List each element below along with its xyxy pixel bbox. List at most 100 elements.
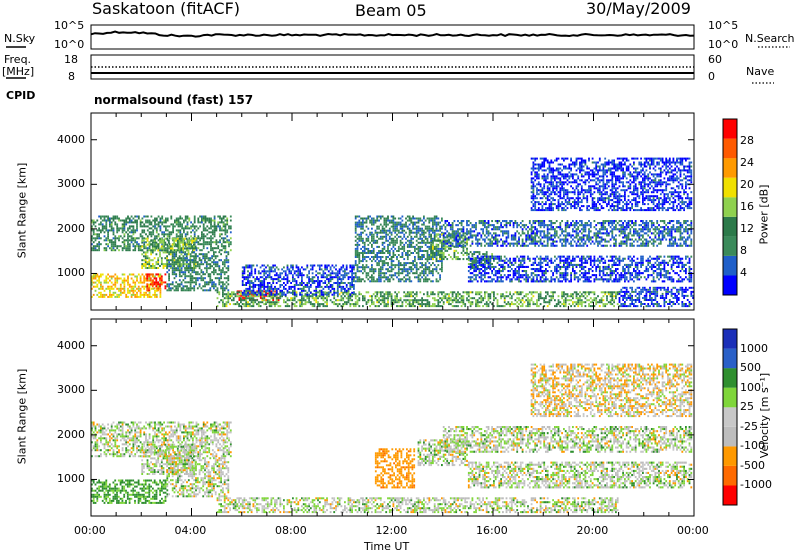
heatmap-cell: [430, 252, 432, 254]
heatmap-cell: [107, 215, 109, 218]
heatmap-cell: [288, 270, 291, 273]
heatmap-cell: [588, 303, 590, 306]
heatmap-cell: [415, 231, 418, 234]
heatmap-cell: [320, 303, 323, 306]
heatmap-cell: [351, 295, 353, 298]
heatmap-cell: [412, 295, 414, 298]
heatmap-cell: [528, 242, 531, 245]
heatmap-cell: [482, 228, 484, 231]
heatmap-cell: [342, 291, 345, 294]
heatmap-cell: [317, 303, 319, 306]
heatmap-cell: [248, 266, 251, 269]
heatmap-cell: [430, 241, 432, 244]
heatmap-cell: [335, 299, 337, 302]
heatmap-cell: [157, 261, 160, 264]
heatmap-cell: [155, 289, 158, 292]
heatmap-cell: [496, 222, 499, 225]
heatmap-cell: [405, 293, 407, 296]
heatmap-cell: [433, 219, 436, 222]
heatmap-cell: [442, 251, 445, 254]
heatmap-cell: [272, 278, 275, 281]
heatmap-cell: [462, 243, 465, 246]
heatmap-cell: [552, 238, 554, 241]
heatmap-cell: [157, 243, 160, 246]
heatmap-cell: [128, 243, 131, 246]
heatmap-cell: [145, 219, 147, 222]
heatmap-cell: [245, 295, 248, 298]
heatmap-cell: [457, 301, 459, 304]
heatmap-cell: [378, 276, 380, 279]
heatmap-cell: [371, 297, 373, 300]
heatmap-cell: [206, 229, 209, 232]
heatmap-cell: [342, 297, 345, 300]
heatmap-cell: [163, 245, 165, 248]
heatmap-cell: [451, 295, 454, 298]
heatmap-cell: [475, 234, 477, 237]
heatmap-cell: [367, 272, 370, 275]
heatmap-cell: [521, 240, 524, 243]
heatmap-cell: [360, 239, 362, 242]
heatmap-cell: [510, 297, 513, 300]
heatmap-cell: [228, 243, 230, 246]
heatmap-cell: [166, 217, 169, 220]
heatmap-cell: [414, 276, 416, 279]
heatmap-cell: [516, 240, 519, 243]
heatmap-cell: [245, 293, 248, 296]
heatmap-cell: [424, 225, 427, 228]
heatmap-cell: [290, 270, 292, 273]
heatmap-cell: [134, 221, 137, 224]
heatmap-cell: [543, 224, 546, 227]
heatmap-cell: [554, 230, 556, 233]
heatmap-cell: [333, 295, 336, 298]
heatmap-cell: [414, 293, 416, 296]
heatmap-cell: [588, 299, 590, 302]
heatmap-cell: [92, 293, 95, 296]
heatmap-cell: [326, 295, 328, 298]
heatmap-cell: [315, 285, 318, 288]
heatmap-cell: [304, 295, 307, 298]
heatmap-cell: [521, 299, 524, 302]
heatmap-cell: [123, 235, 126, 238]
heatmap-cell: [602, 291, 605, 294]
heatmap-cell: [166, 235, 169, 238]
heatmap-cell: [586, 291, 589, 294]
heatmap-cell: [201, 235, 203, 238]
heatmap-cell: [414, 231, 416, 234]
heatmap-cell: [154, 223, 156, 226]
heatmap-cell: [266, 284, 269, 286]
heatmap-cell: [202, 257, 205, 260]
heatmap-cell: [168, 263, 170, 266]
heatmap-cell: [223, 273, 226, 276]
heatmap-cell: [193, 267, 196, 270]
heatmap-cell: [157, 273, 159, 276]
heatmap-cell: [175, 275, 178, 278]
heatmap-cell: [336, 287, 339, 290]
heatmap-cell: [379, 237, 382, 240]
heatmap-cell: [480, 301, 483, 304]
heatmap-cell: [222, 217, 225, 220]
heatmap-cell: [613, 301, 615, 304]
heatmap-cell: [345, 291, 348, 294]
heatmap-cell: [498, 226, 501, 229]
heatmap-cell: [229, 215, 232, 218]
heatmap-cell: [432, 221, 434, 224]
heatmap-cell: [579, 295, 581, 298]
heatmap-cell: [118, 237, 120, 240]
heatmap-cell: [507, 222, 510, 225]
heatmap-cell: [441, 247, 443, 250]
heatmap-cell: [369, 270, 371, 273]
heatmap-cell: [406, 250, 409, 252]
heatmap-cell: [175, 285, 178, 288]
heatmap-cell: [274, 295, 276, 298]
heatmap-cell: [170, 283, 172, 286]
heatmap-cell: [130, 239, 133, 242]
heatmap-cell: [114, 281, 117, 284]
heatmap-cell: [505, 232, 508, 235]
heatmap-cell: [234, 303, 237, 306]
heatmap-cell: [575, 303, 578, 306]
heatmap-cell: [189, 265, 192, 268]
heatmap-cell: [231, 291, 233, 294]
heatmap-cell: [532, 232, 535, 235]
heatmap-cell: [493, 236, 495, 239]
heatmap-cell: [426, 252, 429, 254]
